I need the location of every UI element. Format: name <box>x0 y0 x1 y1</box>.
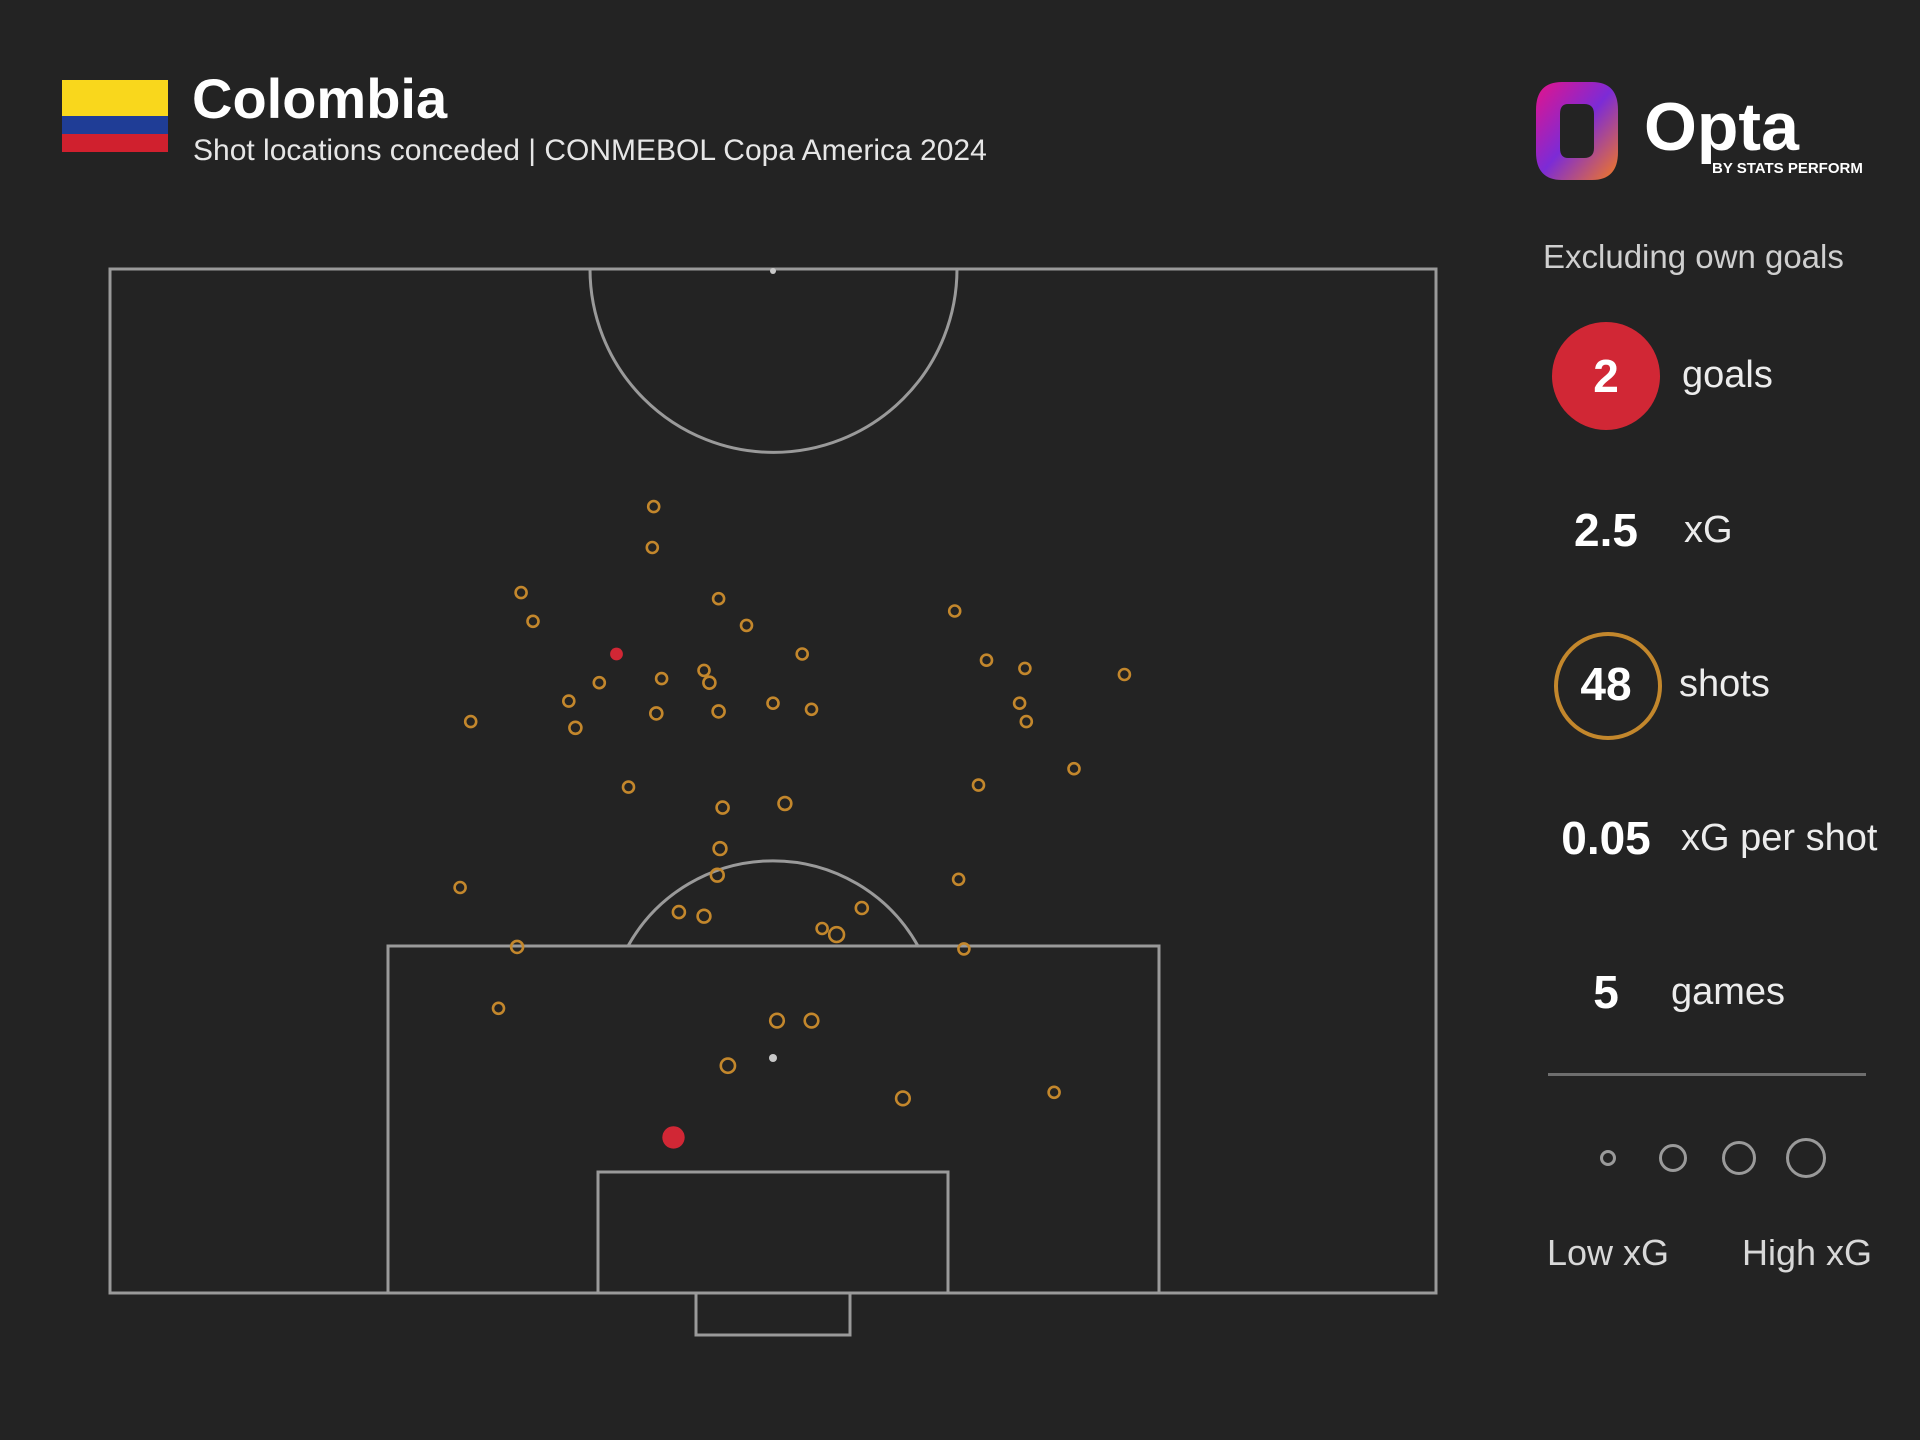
legend-dot-xs <box>1600 1150 1616 1166</box>
goal-shot-marker <box>610 647 623 661</box>
penalty-area <box>386 944 1161 1295</box>
panel-divider <box>1548 1073 1866 1076</box>
centre-spot <box>770 268 776 274</box>
shot-marker <box>854 900 870 916</box>
centre-circle <box>588 268 959 454</box>
goal <box>694 1291 852 1337</box>
shot-marker <box>696 908 712 924</box>
shot-marker <box>702 675 717 691</box>
opta-logo-tagline: BY STATS PERFORM <box>1712 160 1863 177</box>
shot-marker <box>766 696 780 711</box>
xg-label: xG <box>1684 509 1733 551</box>
colombia-flag <box>62 80 168 152</box>
shot-marker <box>526 614 540 629</box>
xg-value: 2.5 <box>1574 504 1638 556</box>
shot-marker <box>979 653 994 668</box>
shot-marker <box>697 663 711 678</box>
legend-dot-m <box>1722 1141 1756 1175</box>
shot-marker <box>1018 661 1032 676</box>
shot-marker <box>1047 1085 1061 1100</box>
opta-logo-mark <box>1536 82 1618 180</box>
shots-layer <box>453 499 1132 1149</box>
shot-marker <box>645 540 660 555</box>
goals-value: 2 <box>1593 350 1619 402</box>
shot-marker <box>715 800 730 815</box>
shot-marker <box>957 942 971 956</box>
shot-marker <box>795 647 810 661</box>
shot-marker <box>1067 761 1081 776</box>
shot-marker <box>827 925 846 944</box>
penalty-arc <box>626 859 920 947</box>
shot-marker <box>1019 714 1034 729</box>
shots-label: shots <box>1679 663 1770 705</box>
shot-marker <box>711 591 726 606</box>
shot-marker <box>671 904 687 920</box>
shot-marker <box>768 1012 786 1029</box>
page-subtitle: Shot locations conceded | CONMEBOL Copa … <box>193 134 987 167</box>
pitch-outline <box>108 267 1438 1295</box>
legend-low-label: Low xG <box>1547 1232 1670 1273</box>
shots-value: 48 <box>1580 658 1632 710</box>
flag-stripe-blue <box>62 116 168 134</box>
shot-marker <box>951 872 966 887</box>
legend-dot-l <box>1786 1138 1826 1178</box>
shot-marker <box>514 585 528 600</box>
shot-marker <box>592 675 607 690</box>
shot-marker <box>712 840 728 857</box>
shot-marker <box>947 604 962 618</box>
shot-marker <box>711 704 726 719</box>
shot-marker <box>815 921 829 936</box>
pitch-lines <box>108 267 1438 1337</box>
shot-marker <box>777 795 793 812</box>
shot-marker <box>804 702 819 717</box>
opta-logo-wordmark: Opta <box>1644 89 1800 165</box>
opta-logo: Opta BY STATS PERFORM <box>1536 82 1863 180</box>
flag-stripe-yellow <box>62 80 168 116</box>
shot-marker <box>1117 667 1132 682</box>
shot-marker <box>453 880 467 895</box>
shots-badge <box>1554 632 1662 740</box>
page-title: Colombia <box>192 67 448 130</box>
shot-marker <box>709 867 725 883</box>
panel-note: Excluding own goals <box>1543 238 1844 275</box>
xg-per-shot-label: xG per shot <box>1681 817 1878 859</box>
shot-marker <box>509 939 525 955</box>
shot-marker <box>646 499 661 514</box>
shot-marker <box>654 671 669 686</box>
goals-label: goals <box>1682 354 1773 396</box>
legend-high-label: High xG <box>1742 1232 1873 1273</box>
penalty-spot <box>769 1054 777 1062</box>
flag-stripe-red <box>62 134 168 152</box>
six-yard-box <box>596 1170 950 1295</box>
games-value: 5 <box>1593 966 1619 1018</box>
shot-marker <box>568 720 583 736</box>
shot-marker <box>719 1057 737 1075</box>
shot-marker <box>648 706 664 721</box>
games-label: games <box>1671 971 1786 1013</box>
shot-marker <box>971 778 986 792</box>
shot-marker <box>739 618 754 633</box>
shot-marker <box>1012 696 1027 711</box>
goals-badge <box>1552 322 1660 430</box>
shot-marker <box>463 714 478 729</box>
shot-marker <box>621 780 636 794</box>
xg-per-shot-value: 0.05 <box>1561 812 1651 864</box>
shot-marker <box>894 1090 912 1107</box>
shot-marker <box>561 694 576 708</box>
legend-dot-s <box>1659 1144 1687 1172</box>
pitch-chart <box>108 267 1438 1337</box>
shot-marker <box>491 1001 506 1016</box>
shot-marker <box>803 1012 820 1029</box>
goal-shot-marker <box>662 1126 685 1149</box>
